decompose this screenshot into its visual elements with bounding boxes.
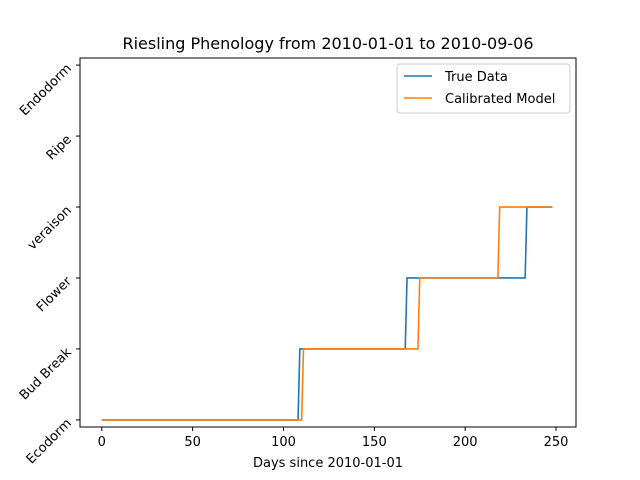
x-tick-label: 200 [453, 435, 478, 450]
x-tick-label: 100 [271, 435, 296, 450]
series-lines [101, 206, 553, 421]
x-axis-ticks: 0 50 100 150 200 250 [98, 427, 569, 450]
chart-title: Riesling Phenology from 2010-01-01 to 20… [122, 34, 533, 53]
y-tick-label: Ecodorm [24, 416, 75, 467]
legend-label: Calibrated Model [445, 92, 555, 107]
x-axis-label: Days since 2010-01-01 [253, 456, 403, 471]
series-line-1 [101, 206, 553, 421]
y-axis-ticks: Ecodorm Bud Break Flower veraison Ripe Endodo… [17, 61, 80, 467]
y-tick-label: Endodorm [17, 61, 75, 119]
y-tick-label: Ripe [44, 132, 75, 163]
plot-area [79, 57, 577, 428]
x-tick-label: 50 [184, 435, 201, 450]
x-tick-label: 0 [98, 435, 106, 450]
x-tick-label: 250 [544, 435, 569, 450]
legend: True Data Calibrated Model [396, 63, 571, 114]
legend-box [396, 63, 571, 114]
x-tick-label: 150 [362, 435, 387, 450]
series-line-0 [101, 206, 553, 421]
legend-label: True Data [444, 70, 508, 85]
y-tick-label: Bud Break [17, 345, 75, 403]
y-tick-label: veraison [25, 203, 75, 253]
y-tick-label: Flower [34, 274, 75, 315]
